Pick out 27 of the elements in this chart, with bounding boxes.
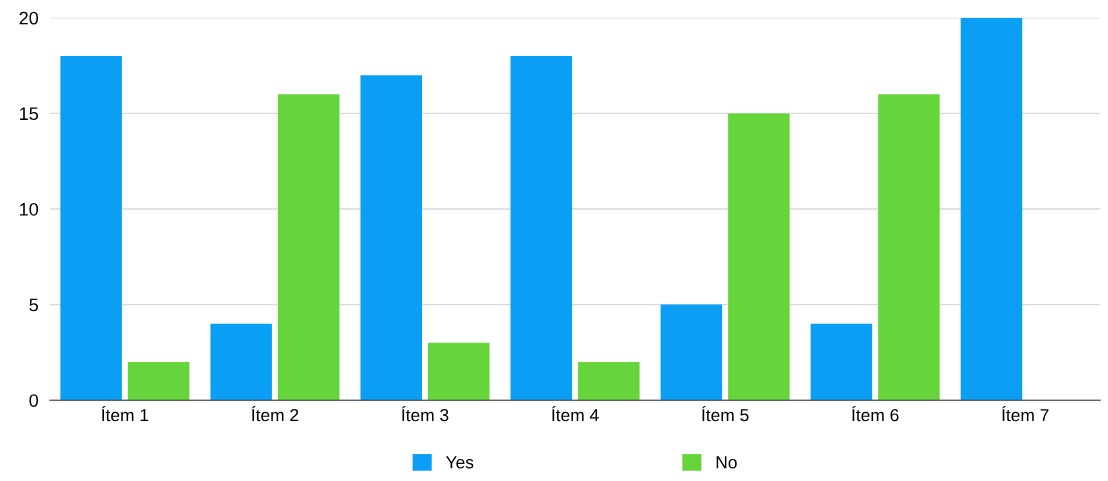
bar xyxy=(960,17,1023,401)
x-tick-label: Ítem 7 xyxy=(1002,406,1049,422)
y-tick-label: 10 xyxy=(20,202,39,216)
bar xyxy=(660,304,723,401)
legend-label: Yes xyxy=(446,456,474,469)
bar xyxy=(810,323,873,401)
x-tick-label: Ítem 5 xyxy=(702,406,749,422)
bar xyxy=(510,56,573,401)
bar xyxy=(728,113,790,401)
y-tick-label: 5 xyxy=(29,298,38,312)
bar xyxy=(428,342,490,401)
bar xyxy=(127,361,190,401)
y-tick-label: 0 xyxy=(29,394,39,407)
x-tick-label: Ítem 1 xyxy=(101,406,149,422)
legend-label: No xyxy=(716,456,737,469)
bar xyxy=(360,75,422,401)
x-tick-label: Ítem 6 xyxy=(852,406,899,422)
x-tick-label: Ítem 2 xyxy=(252,406,299,422)
bar xyxy=(60,56,122,401)
bar xyxy=(277,94,340,401)
bar xyxy=(210,323,272,401)
bar xyxy=(878,94,940,401)
y-tick-label: 20 xyxy=(19,11,39,25)
x-tick-label: Ítem 3 xyxy=(402,406,449,422)
y-tick-label: 15 xyxy=(20,107,38,121)
x-tick-label: Ítem 4 xyxy=(552,406,599,422)
bar xyxy=(578,361,640,401)
